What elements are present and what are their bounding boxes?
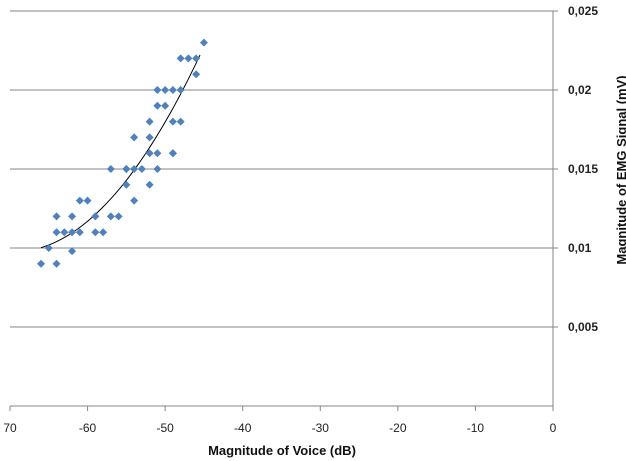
data-point bbox=[91, 228, 100, 237]
data-point bbox=[153, 149, 162, 158]
data-point bbox=[168, 117, 177, 126]
data-point bbox=[161, 86, 170, 94]
data-point bbox=[75, 228, 84, 237]
x-tick-label: 0 bbox=[550, 421, 557, 435]
data-point bbox=[37, 259, 46, 268]
gridlines bbox=[10, 10, 553, 328]
data-point bbox=[99, 228, 108, 237]
data-point bbox=[130, 196, 139, 205]
data-point bbox=[122, 165, 131, 173]
data-point bbox=[176, 117, 185, 126]
data-point bbox=[176, 54, 185, 63]
x-tick-label: -10 bbox=[467, 421, 485, 435]
data-point bbox=[106, 212, 115, 221]
data-point bbox=[153, 101, 162, 110]
x-tick-labels: 70 -60 -50 -40 -30 -20 -10 0 bbox=[3, 406, 557, 435]
data-point bbox=[60, 228, 69, 237]
x-tick-label: -30 bbox=[312, 421, 330, 435]
data-point bbox=[130, 165, 139, 173]
y-tick-label: 0,01 bbox=[568, 241, 592, 255]
data-point bbox=[68, 247, 77, 256]
y-tick-label: 0,025 bbox=[568, 4, 598, 18]
data-point bbox=[83, 196, 92, 205]
x-tick-label: 70 bbox=[3, 421, 17, 435]
data-point bbox=[114, 212, 123, 221]
data-point bbox=[168, 149, 177, 158]
data-point bbox=[168, 86, 177, 94]
data-point bbox=[106, 165, 115, 173]
data-point bbox=[122, 180, 131, 189]
data-point bbox=[75, 196, 84, 205]
data-point bbox=[184, 54, 193, 63]
data-point bbox=[145, 117, 154, 126]
data-point bbox=[145, 180, 154, 189]
x-tick-label: -40 bbox=[234, 421, 252, 435]
x-tick-label: -60 bbox=[79, 421, 97, 435]
data-point bbox=[192, 54, 201, 63]
y-axis-title: Magnitude of EMG Signal (mV) bbox=[614, 75, 626, 264]
data-point bbox=[91, 212, 100, 221]
y-tick-labels: 0,005 0,01 0,015 0,02 0,025 bbox=[553, 4, 598, 334]
data-point bbox=[68, 212, 77, 221]
data-point bbox=[52, 228, 61, 237]
data-point bbox=[44, 244, 53, 252]
data-point bbox=[52, 259, 61, 268]
data-point bbox=[145, 149, 154, 158]
y-tick-label: 0,02 bbox=[568, 83, 592, 97]
data-point bbox=[192, 70, 201, 79]
x-tick-label: -50 bbox=[156, 421, 174, 435]
x-axis-title: Magnitude of Voice (dB) bbox=[208, 443, 356, 458]
data-point bbox=[153, 165, 162, 173]
trendline bbox=[40, 54, 201, 249]
data-point bbox=[52, 212, 61, 221]
data-point bbox=[161, 101, 170, 110]
data-points bbox=[37, 38, 208, 268]
y-tick-label: 0,005 bbox=[568, 320, 598, 334]
y-tick-label: 0,015 bbox=[568, 162, 598, 176]
data-point bbox=[176, 86, 185, 94]
data-point bbox=[130, 133, 139, 142]
data-point bbox=[68, 228, 77, 237]
data-point bbox=[153, 86, 162, 94]
data-point bbox=[145, 133, 154, 142]
x-tick-label: -20 bbox=[389, 421, 407, 435]
data-point bbox=[137, 165, 146, 173]
data-point bbox=[199, 38, 208, 47]
